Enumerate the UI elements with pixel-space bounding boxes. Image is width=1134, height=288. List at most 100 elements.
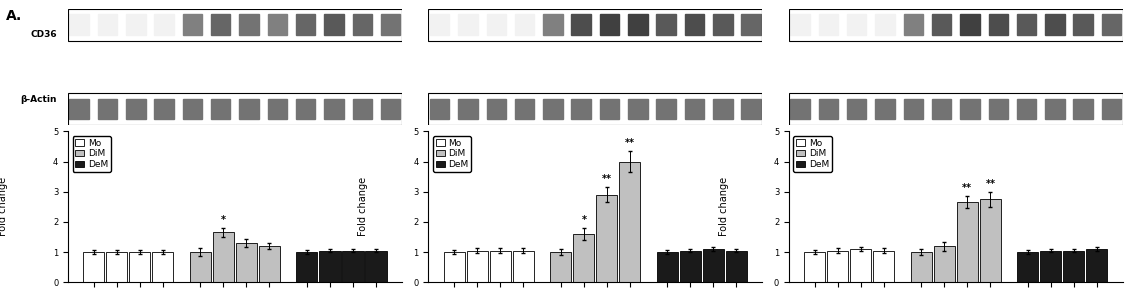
Y-axis label: Fold change: Fold change bbox=[719, 177, 729, 236]
Bar bbox=[429, 9, 762, 41]
Bar bbox=[183, 98, 202, 119]
Bar bbox=[154, 14, 174, 35]
Bar bbox=[827, 251, 848, 282]
Bar bbox=[819, 98, 838, 119]
Bar bbox=[239, 14, 259, 35]
Text: *: * bbox=[582, 215, 586, 225]
Bar bbox=[790, 98, 810, 119]
Bar bbox=[129, 252, 151, 282]
Bar bbox=[211, 14, 230, 35]
Bar bbox=[458, 98, 477, 119]
Bar bbox=[268, 14, 287, 35]
Y-axis label: Fold change: Fold change bbox=[0, 177, 8, 236]
Bar bbox=[600, 98, 619, 119]
Bar bbox=[1074, 98, 1093, 119]
Bar bbox=[550, 252, 572, 282]
Bar bbox=[154, 98, 174, 119]
Bar bbox=[628, 98, 648, 119]
Bar bbox=[1102, 98, 1122, 119]
Legend: Mo, DiM, DeM: Mo, DiM, DeM bbox=[433, 136, 472, 172]
Bar bbox=[296, 14, 315, 35]
Bar bbox=[819, 14, 838, 35]
Bar bbox=[904, 14, 923, 35]
Bar bbox=[213, 232, 234, 282]
Bar bbox=[320, 251, 340, 282]
Legend: Mo, DiM, DeM: Mo, DiM, DeM bbox=[73, 136, 111, 172]
Bar bbox=[742, 14, 761, 35]
Bar bbox=[742, 98, 761, 119]
Text: *: * bbox=[221, 215, 226, 225]
Bar bbox=[296, 98, 315, 119]
Bar bbox=[1086, 249, 1108, 282]
Bar bbox=[515, 14, 534, 35]
Text: A.: A. bbox=[6, 9, 22, 23]
Bar bbox=[381, 14, 400, 35]
Bar bbox=[1017, 98, 1036, 119]
Text: **: ** bbox=[985, 179, 996, 189]
Bar bbox=[126, 98, 145, 119]
Bar bbox=[543, 14, 562, 35]
Bar bbox=[1040, 251, 1061, 282]
Bar bbox=[211, 98, 230, 119]
Bar bbox=[268, 98, 287, 119]
Bar bbox=[365, 251, 387, 282]
Bar bbox=[83, 252, 104, 282]
Bar bbox=[619, 162, 641, 282]
Text: CD36: CD36 bbox=[31, 30, 57, 39]
Bar bbox=[467, 251, 488, 282]
Bar bbox=[98, 98, 117, 119]
Bar bbox=[1064, 251, 1084, 282]
Bar bbox=[126, 14, 145, 35]
Bar bbox=[429, 93, 762, 125]
Bar bbox=[236, 243, 257, 282]
Bar bbox=[789, 9, 1123, 41]
Bar bbox=[875, 98, 895, 119]
Bar bbox=[543, 98, 562, 119]
Text: **: ** bbox=[625, 138, 635, 148]
Bar bbox=[596, 195, 617, 282]
Bar bbox=[873, 251, 895, 282]
Bar bbox=[713, 98, 733, 119]
Bar bbox=[152, 252, 174, 282]
Bar bbox=[989, 14, 1008, 35]
Bar bbox=[68, 9, 401, 41]
Bar bbox=[353, 98, 372, 119]
Bar bbox=[904, 98, 923, 119]
Bar bbox=[443, 252, 465, 282]
Bar bbox=[486, 98, 506, 119]
Bar bbox=[458, 14, 477, 35]
Bar bbox=[513, 251, 534, 282]
Bar bbox=[1102, 14, 1122, 35]
Bar bbox=[69, 98, 88, 119]
Bar bbox=[572, 98, 591, 119]
Bar bbox=[259, 246, 280, 282]
Bar bbox=[574, 234, 594, 282]
Bar bbox=[1017, 252, 1039, 282]
Bar bbox=[296, 252, 318, 282]
Bar bbox=[989, 98, 1008, 119]
Bar bbox=[189, 252, 211, 282]
Bar bbox=[628, 14, 648, 35]
Bar bbox=[353, 14, 372, 35]
Bar bbox=[847, 14, 866, 35]
Bar bbox=[850, 249, 871, 282]
Bar bbox=[486, 14, 506, 35]
Bar bbox=[1046, 14, 1065, 35]
Bar bbox=[847, 98, 866, 119]
Bar bbox=[600, 14, 619, 35]
Bar bbox=[1017, 14, 1036, 35]
Bar bbox=[490, 251, 510, 282]
Bar bbox=[960, 14, 980, 35]
Bar bbox=[804, 252, 826, 282]
Bar bbox=[685, 14, 704, 35]
Bar bbox=[790, 14, 810, 35]
Bar bbox=[933, 246, 955, 282]
Bar bbox=[183, 14, 202, 35]
Bar bbox=[342, 251, 364, 282]
Bar bbox=[726, 251, 747, 282]
Bar bbox=[430, 98, 449, 119]
Bar bbox=[324, 98, 344, 119]
Bar bbox=[957, 202, 978, 282]
Bar bbox=[657, 14, 676, 35]
Bar bbox=[685, 98, 704, 119]
